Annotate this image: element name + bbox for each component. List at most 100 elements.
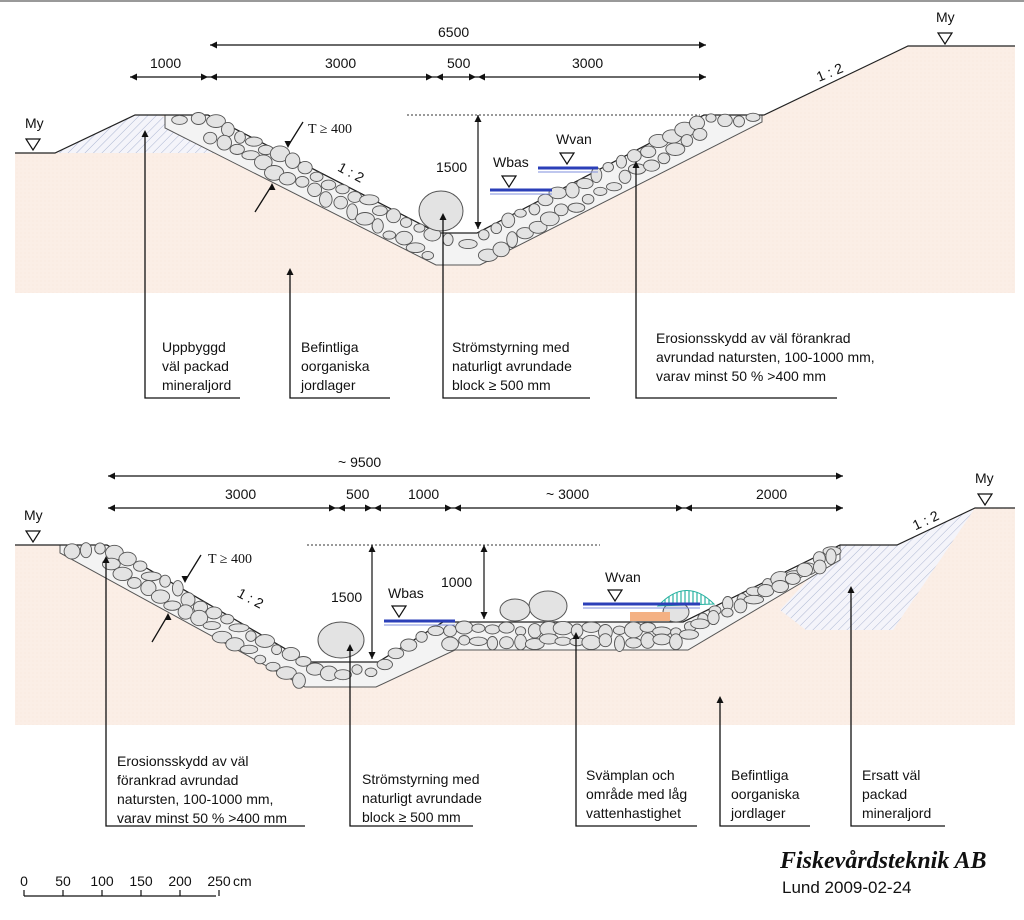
riprap-stone [405, 242, 426, 254]
riprap-stone [602, 161, 614, 173]
riprap-stone [471, 623, 486, 633]
dimension-arrowhead [346, 644, 354, 651]
bottom-stone-size-label: T ≥ 400 [208, 552, 252, 567]
dimension-arrowhead [201, 73, 208, 81]
bottom-annotation-floodplain: Svämplan och område med låg vattenhastighe… [586, 767, 687, 821]
bottom-leader-soil [719, 700, 810, 827]
riprap-stone [506, 231, 518, 248]
riprap-stone [346, 203, 359, 221]
riprap-stone [733, 598, 748, 614]
riprap-stone [171, 580, 184, 597]
dimension-arrowhead [836, 472, 843, 480]
riprap-stone [159, 574, 171, 588]
top-leader-erosion [635, 165, 837, 399]
riprap-stone [333, 195, 348, 210]
riprap-stone [211, 630, 233, 644]
riprap-stone [796, 562, 813, 577]
riprap-stone [163, 600, 182, 611]
dimension-arrowhead [480, 545, 488, 552]
dimension-arrowhead [338, 504, 345, 512]
riprap-stone [254, 154, 273, 171]
riprap-stone [771, 580, 789, 593]
riprap-stone [140, 580, 157, 597]
riprap-stone [127, 577, 142, 589]
riprap-stone [382, 230, 397, 240]
riprap-stone [229, 143, 245, 155]
top-leader-block [442, 218, 590, 399]
dimension-arrowhead [329, 504, 336, 512]
dimension-arrowhead [480, 612, 488, 619]
dimension-arrowhead [374, 504, 381, 512]
top-wvan-marker-icon [558, 152, 576, 166]
top-stone-size-pointer [287, 121, 304, 147]
dimension-arrowhead [365, 504, 372, 512]
riprap-stone [498, 621, 515, 634]
bottom-floodplain-block [528, 590, 568, 622]
top-slope-left-label: 1 : 2 [335, 159, 367, 186]
riprap-stone [640, 632, 655, 649]
riprap-stone [624, 621, 644, 639]
riprap-stone [205, 606, 223, 620]
dimension-arrowhead [141, 130, 149, 137]
dimension-arrowhead [847, 586, 855, 593]
riprap-stone [576, 177, 594, 190]
riprap-stone [528, 203, 541, 216]
bottom-stone-size-pointer [184, 554, 202, 582]
dimension-arrowhead [368, 652, 376, 659]
riprap-stone [245, 630, 257, 642]
riprap-stone [278, 172, 297, 186]
riprap-stone [118, 551, 137, 567]
dimension-arrowhead [478, 73, 485, 81]
scale-tick-label: 250 [207, 873, 231, 889]
riprap-stone [539, 211, 560, 227]
riprap-stone [743, 594, 765, 605]
riprap-stone [581, 193, 595, 205]
scale-tick-label: 0 [20, 873, 28, 889]
top-dim-right-slope: 3000 [572, 55, 603, 71]
riprap-stone [221, 121, 235, 138]
bottom-leader-erosion [105, 560, 305, 827]
riprap-stone [443, 624, 457, 638]
bottom-dim-left-slope: 3000 [225, 486, 256, 502]
riprap-stone [177, 604, 194, 620]
bottom-dim-depth2: 1000 [441, 574, 472, 590]
riprap-stone [745, 112, 761, 122]
riprap-stone [400, 638, 418, 652]
scale-tick-label: 50 [55, 873, 71, 889]
dimension-arrowhead [210, 41, 217, 49]
top-ground-right-label: My [936, 9, 955, 25]
riprap-stone [334, 669, 352, 681]
riprap-stone [606, 182, 623, 192]
riprap-stone [717, 113, 733, 128]
riprap-stone [271, 644, 283, 656]
riprap-stone [216, 134, 232, 151]
riprap-stone [679, 629, 699, 640]
bottom-annotation-fill: Ersatt väl packad mineraljord [862, 767, 931, 821]
riprap-stone [320, 179, 337, 191]
riprap-stone [657, 152, 671, 165]
riprap-stone [581, 621, 601, 633]
bottom-wvan-marker-icon [606, 589, 624, 603]
bottom-dim-mid: ~ 3000 [546, 486, 589, 502]
top-dim-left-slope: 3000 [325, 55, 356, 71]
riprap-stone [441, 636, 459, 652]
bottom-cross-section: Wbas Wvan My My ~ 9500 3000 500 1000 ~ 3… [15, 454, 1015, 827]
riprap-stone [295, 175, 310, 188]
riprap-stone [455, 620, 474, 635]
bottom-dim-bottom: 500 [346, 486, 370, 502]
riprap-stone [705, 113, 717, 123]
riprap-stone [355, 212, 375, 226]
riprap-stone [281, 646, 301, 662]
riprap-stone [245, 136, 263, 147]
bottom-stone-size-pointer-2 [151, 614, 169, 643]
bottom-wbas-label: Wbas [388, 585, 424, 601]
riprap-stone [413, 223, 426, 233]
riprap-stone [371, 218, 384, 234]
top-cross-section: Wbas Wvan My My 6500 1000 3000 500 3000 … [15, 9, 1015, 399]
riprap-stone [239, 644, 259, 655]
riprap-stone [228, 623, 250, 633]
riprap-stone [387, 647, 405, 660]
top-soil-body [15, 46, 1015, 293]
riprap-stone [484, 624, 501, 635]
riprap-stone [180, 592, 196, 608]
